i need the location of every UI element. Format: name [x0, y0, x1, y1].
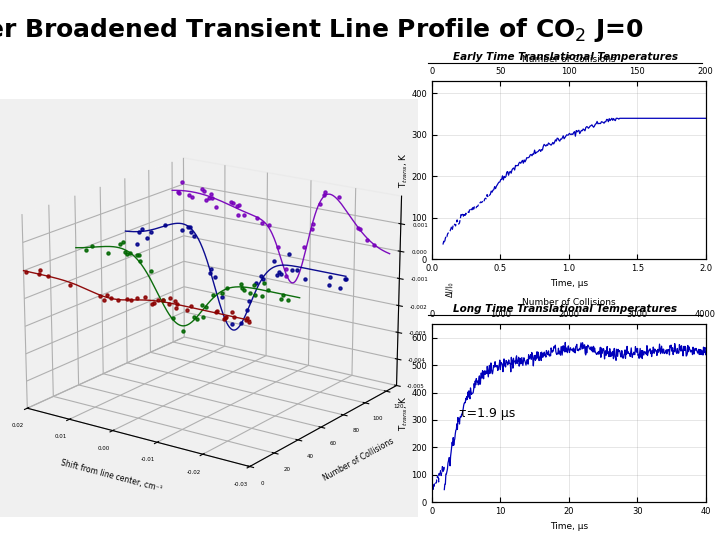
X-axis label: Time, μs: Time, μs [550, 279, 588, 288]
X-axis label: Shift from line center, cm⁻¹: Shift from line center, cm⁻¹ [60, 458, 163, 494]
Text: Long Time Translational Temperatures: Long Time Translational Temperatures [453, 304, 678, 314]
Y-axis label: T$_{trans}$, K: T$_{trans}$, K [397, 395, 410, 431]
Text: Doppler Broadened Transient Line Profile of CO$_2$ J=0: Doppler Broadened Transient Line Profile… [0, 16, 644, 44]
Y-axis label: T$_{trans}$, K: T$_{trans}$, K [397, 152, 410, 188]
X-axis label: Number of Collisions: Number of Collisions [522, 55, 616, 64]
Text: τ=1.9 μs: τ=1.9 μs [459, 407, 516, 420]
Text: Early Time Translational Temperatures: Early Time Translational Temperatures [453, 52, 678, 62]
Y-axis label: Number of Collisions: Number of Collisions [322, 436, 396, 482]
X-axis label: Time, μs: Time, μs [550, 522, 588, 531]
X-axis label: Number of Collisions: Number of Collisions [522, 298, 616, 307]
